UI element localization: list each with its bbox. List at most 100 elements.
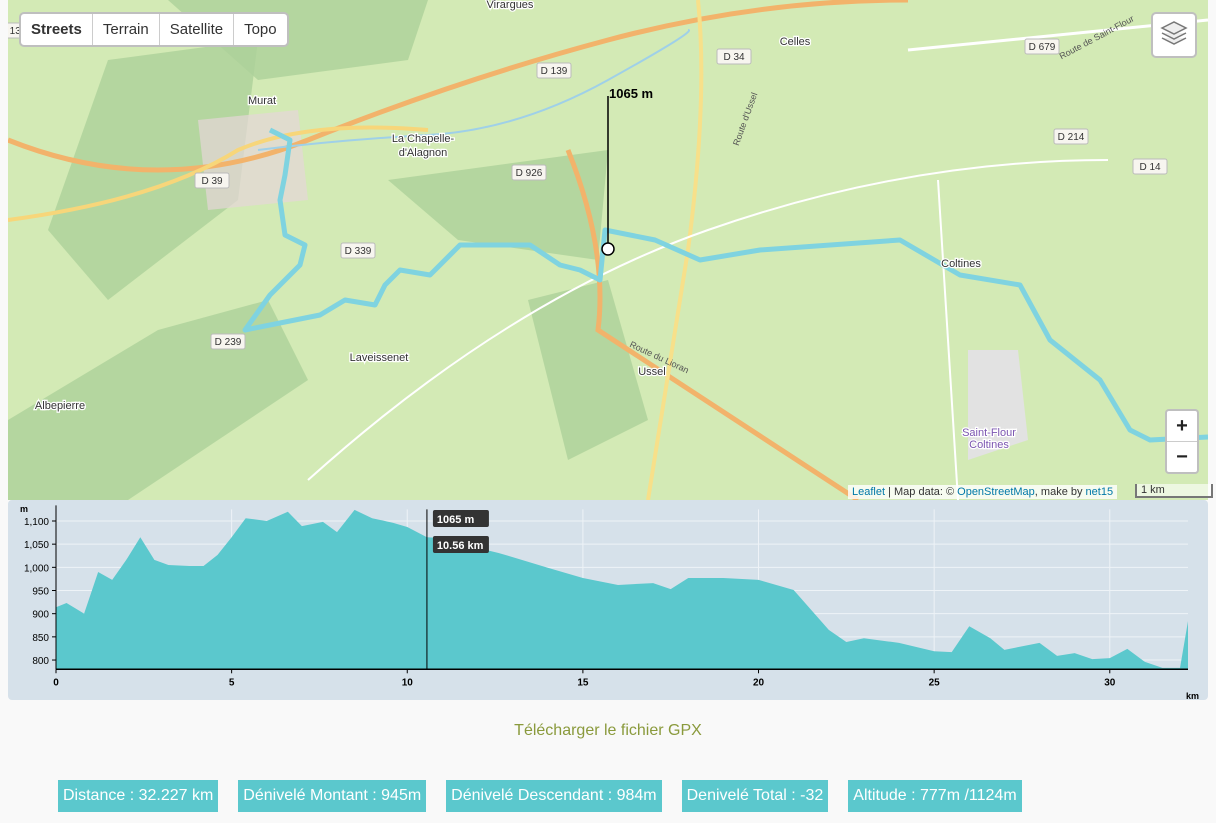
x-tick-label: 15: [577, 677, 589, 688]
layer-switcher: Streets Terrain Satellite Topo: [19, 12, 289, 47]
road-shield-box: [716, 48, 752, 65]
road-shield-box: [511, 164, 547, 181]
road-label: D 214: [1058, 132, 1085, 143]
gpx-route: [242, 127, 1208, 443]
y-tick-label: 1,050: [24, 540, 49, 551]
x-tick-label: 20: [753, 677, 765, 688]
road-label: D 139: [8, 26, 27, 37]
stats: Distance : 32.227 km Dénivelé Montant : 9…: [58, 780, 1022, 812]
road: [307, 159, 1109, 481]
attribution: Leaflet | Map data: © OpenStreetMap, mak…: [848, 485, 1118, 499]
zoom-out[interactable]: −: [1176, 446, 1188, 468]
road-shield: D 139: [536, 62, 572, 79]
layer-option[interactable]: Topo: [233, 14, 287, 45]
road-shield: D 239: [210, 333, 246, 350]
layers-button[interactable]: [1151, 12, 1197, 58]
road-shield: D 34: [716, 48, 752, 65]
road: [8, 125, 429, 222]
zoom-control: + −: [1165, 409, 1199, 474]
x-tick-label: 30: [1104, 677, 1116, 688]
road-label: D 34: [723, 52, 745, 63]
x-tick-label: 10: [402, 677, 414, 688]
stat-badge: Distance : 32.227 km: [58, 780, 219, 812]
road-label: D 679: [1029, 42, 1056, 53]
stat-badge: Dénivelé Descendant : 984m: [446, 780, 662, 812]
road-shield-box: [536, 62, 572, 79]
zoom-in[interactable]: +: [1167, 411, 1197, 442]
road-shield-box: [210, 333, 246, 350]
text: , make by: [1034, 486, 1086, 498]
place-label: La Chapelle-: [392, 133, 455, 145]
x-tick-label: 5: [229, 677, 235, 688]
scale-bar: 1 km: [1135, 484, 1213, 498]
road-shield: D 39: [194, 172, 230, 189]
road-shield-box: [340, 242, 376, 259]
stat-badge: Altitude : 777m /1124m: [848, 780, 1022, 812]
place-label: Murat: [248, 95, 276, 107]
y-tick-label: 900: [32, 610, 49, 621]
road-shield-box: [1024, 38, 1060, 55]
x-unit: km: [1186, 691, 1199, 700]
place-label: Coltines: [941, 258, 981, 270]
x-tick-label: 25: [929, 677, 941, 688]
road: [8, 0, 909, 173]
road: [646, 0, 704, 500]
place-label: Laveissenet: [350, 352, 409, 364]
y-tick-label: 800: [32, 656, 49, 667]
place-label: Albepierre: [35, 400, 85, 412]
x-tick-label: 0: [53, 677, 59, 688]
road-label: D 926: [516, 168, 543, 179]
tooltip-box: [432, 536, 489, 553]
tooltip-elevation: 1065 m: [437, 514, 475, 526]
road-label: D 139: [541, 66, 568, 77]
forest: [388, 150, 608, 260]
road-shield-box: [1053, 128, 1089, 145]
road: [937, 179, 959, 500]
layer-option[interactable]: Streets: [31, 21, 82, 38]
airfield: [968, 350, 1028, 460]
forest: [8, 300, 308, 500]
road-shield: D 14: [1132, 158, 1168, 175]
text: | Map data: ©: [885, 486, 958, 498]
place-label: Ussel: [638, 366, 666, 378]
layer-option[interactable]: Satellite: [158, 14, 233, 45]
y-tick-label: 1,100: [24, 517, 49, 528]
road-label: D 339: [345, 246, 372, 257]
tooltip-distance: 10.56 km: [437, 540, 484, 552]
link[interactable]: net15: [1085, 486, 1114, 498]
road-label: D 39: [201, 176, 223, 187]
place-label: Coltines: [969, 439, 1009, 451]
road-shield-box: [1132, 158, 1168, 175]
road-label: D 14: [1139, 162, 1161, 173]
download-link[interactable]: Télécharger le fichier GPX: [514, 722, 702, 739]
stat-badge: Dénivelé Montant : 945m: [238, 780, 427, 812]
forest: [528, 280, 648, 460]
elevation-area: [56, 509, 1188, 670]
place-label: d'Alagnon: [399, 147, 448, 159]
position-marker: [601, 242, 615, 256]
marker-label: 1065 m: [609, 86, 653, 101]
road-label: D 239: [215, 337, 242, 348]
road-shield: D 679: [1024, 38, 1060, 55]
river: [257, 29, 690, 151]
road: [565, 149, 860, 500]
stat-badge: Denivelé Total : -32: [681, 780, 829, 812]
road-shield-box: [194, 172, 230, 189]
y-tick-label: 950: [32, 587, 49, 598]
tooltip-box: [432, 510, 489, 527]
road-shield: D 214: [1053, 128, 1089, 145]
y-unit: m: [20, 504, 28, 514]
map: 1065 m Virargues Murat La Chapelle-d'Alagno…: [8, 0, 1208, 500]
link[interactable]: Leaflet: [852, 486, 886, 498]
link[interactable]: OpenStreetMap: [957, 486, 1035, 498]
elevation-chart: 800 850 900 950 1,000 1,050 1,100 0 5 10 15 20 25 30 m…: [8, 500, 1208, 700]
place-label: Saint-Flour: [962, 427, 1016, 439]
place-label: Celles: [780, 36, 811, 48]
y-tick-label: 850: [32, 633, 49, 644]
road-shield: D 926: [511, 164, 547, 181]
place-label: Virargues: [487, 0, 534, 11]
y-tick-label: 1,000: [24, 563, 49, 574]
layer-option[interactable]: Terrain: [91, 14, 159, 45]
road-shield: D 339: [340, 242, 376, 259]
